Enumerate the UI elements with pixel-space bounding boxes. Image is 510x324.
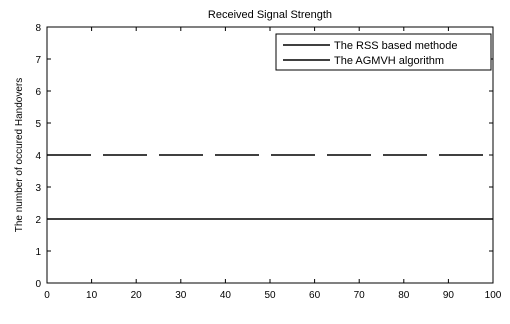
x-tick-label: 80 — [398, 290, 410, 301]
x-tick-label: 20 — [131, 290, 143, 301]
y-tick-label: 5 — [35, 119, 41, 130]
x-tick-label: 40 — [220, 290, 232, 301]
y-tick-label: 6 — [35, 87, 41, 98]
x-tick-label: 70 — [354, 290, 366, 301]
y-tick-label: 2 — [35, 215, 41, 226]
y-tick-label: 4 — [35, 151, 41, 162]
y-tick-label: 7 — [35, 55, 41, 66]
legend-label-rss: The RSS based methode — [334, 40, 458, 52]
legend-box — [275, 33, 492, 71]
x-tick-label: 90 — [443, 290, 455, 301]
y-tick-label: 1 — [35, 247, 41, 258]
y-axis-label: The number of occured Handovers — [14, 78, 25, 233]
y-tick-label: 3 — [35, 183, 41, 194]
x-tick-label: 0 — [44, 290, 50, 301]
x-tick-label: 30 — [175, 290, 187, 301]
y-tick-label: 0 — [35, 279, 41, 290]
x-tick-label: 50 — [264, 290, 276, 301]
legend: The RSS based methode The AGMVH algorith… — [275, 33, 492, 71]
y-tick-label: 8 — [35, 23, 41, 34]
x-ticks: 0 10 20 30 40 50 60 70 80 90 100 — [44, 27, 502, 301]
x-tick-label: 10 — [86, 290, 98, 301]
x-tick-label: 60 — [309, 290, 321, 301]
legend-label-agmvh: The AGMVH algorithm — [334, 55, 444, 67]
series-layer — [47, 154, 493, 220]
chart-title: Received Signal Strength — [208, 9, 332, 21]
x-tick-label: 100 — [485, 290, 502, 301]
